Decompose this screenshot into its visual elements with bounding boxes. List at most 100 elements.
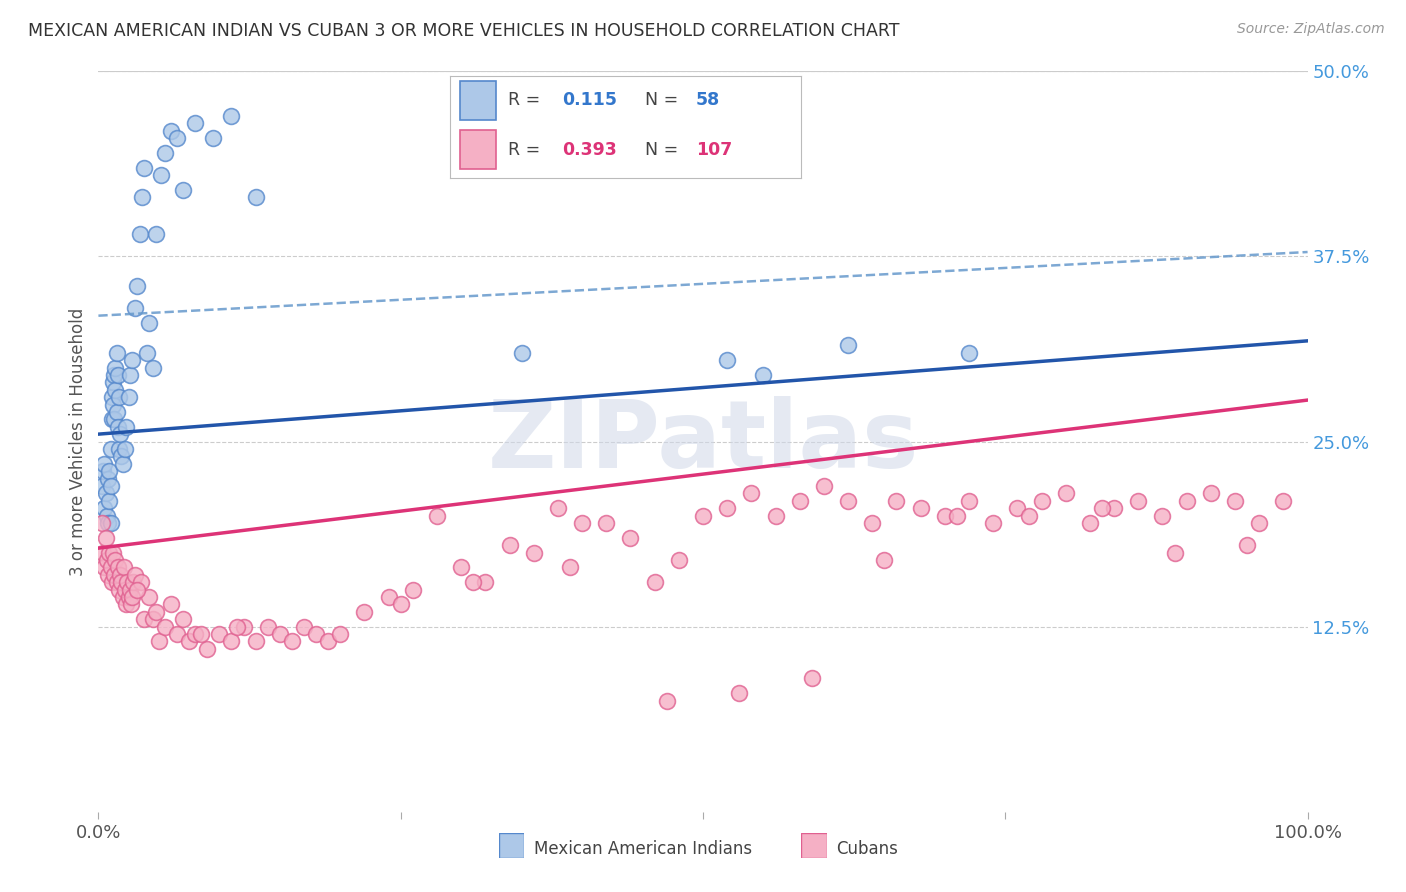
Point <box>752 368 775 382</box>
Point <box>104 383 127 397</box>
Point <box>107 560 129 574</box>
Point <box>118 368 141 382</box>
Point <box>108 390 131 404</box>
Point <box>245 190 267 204</box>
Point <box>114 582 136 597</box>
Point <box>1128 493 1150 508</box>
Point <box>619 531 641 545</box>
Point <box>96 553 118 567</box>
Point <box>138 316 160 330</box>
Point <box>103 368 125 382</box>
Point <box>172 183 194 197</box>
Point <box>644 575 666 590</box>
Point <box>135 345 157 359</box>
Point <box>1031 493 1053 508</box>
Point <box>94 531 117 545</box>
Point <box>692 508 714 523</box>
Point <box>166 131 188 145</box>
Point <box>179 634 201 648</box>
Point <box>510 345 533 359</box>
Point <box>1236 538 1258 552</box>
Point <box>558 560 581 574</box>
Text: MEXICAN AMERICAN INDIAN VS CUBAN 3 OR MORE VEHICLES IN HOUSEHOLD CORRELATION CHA: MEXICAN AMERICAN INDIAN VS CUBAN 3 OR MO… <box>28 22 900 40</box>
Point <box>571 516 593 530</box>
Point <box>138 590 160 604</box>
Text: R =: R = <box>508 141 546 159</box>
Point <box>105 345 128 359</box>
Point <box>281 634 304 648</box>
Point <box>101 546 124 560</box>
Point <box>377 590 399 604</box>
Point <box>129 575 152 590</box>
Point <box>108 582 131 597</box>
Y-axis label: 3 or more Vehicles in Household: 3 or more Vehicles in Household <box>69 308 87 575</box>
Point <box>110 450 132 464</box>
Point <box>104 553 127 567</box>
Point <box>121 590 143 604</box>
Point <box>96 508 118 523</box>
Point <box>101 376 124 390</box>
Point <box>145 605 167 619</box>
Point <box>190 627 212 641</box>
Point <box>873 553 896 567</box>
Point <box>292 619 315 633</box>
Point <box>91 516 114 530</box>
Point <box>97 567 120 582</box>
Point <box>97 471 120 485</box>
Point <box>389 598 412 612</box>
Point <box>202 131 225 145</box>
Point <box>1223 493 1246 508</box>
Text: R =: R = <box>508 92 546 110</box>
Point <box>94 486 117 500</box>
Point <box>195 641 218 656</box>
Point <box>105 575 128 590</box>
Point <box>100 442 122 456</box>
Point <box>1102 501 1125 516</box>
Point <box>957 493 980 508</box>
Point <box>118 590 141 604</box>
Point <box>1054 486 1077 500</box>
Point <box>716 353 738 368</box>
Point <box>153 619 176 633</box>
Point <box>910 501 932 516</box>
Point <box>800 672 823 686</box>
Point <box>93 501 115 516</box>
Point <box>98 493 121 508</box>
Point <box>426 508 449 523</box>
Point <box>837 493 859 508</box>
Point <box>860 516 883 530</box>
Point <box>305 627 328 641</box>
Text: Mexican American Indians: Mexican American Indians <box>534 840 752 858</box>
Point <box>105 405 128 419</box>
Point <box>142 360 165 375</box>
Point <box>981 516 1004 530</box>
Point <box>160 123 183 137</box>
Point <box>498 538 520 552</box>
Point <box>97 516 120 530</box>
Point <box>329 627 352 641</box>
Point <box>100 575 122 590</box>
Point <box>103 567 125 582</box>
Point <box>547 501 569 516</box>
Point <box>463 575 485 590</box>
Point <box>837 338 859 352</box>
Point <box>107 419 129 434</box>
Point <box>104 360 127 375</box>
Point <box>134 612 156 626</box>
Point <box>232 619 254 633</box>
Point <box>108 442 131 456</box>
Point <box>1249 516 1271 530</box>
Point <box>208 627 231 641</box>
Point <box>91 546 114 560</box>
Point <box>127 279 149 293</box>
Point <box>957 345 980 359</box>
Point <box>153 145 176 160</box>
Point <box>1152 508 1174 523</box>
Point <box>100 412 122 426</box>
Point <box>128 227 150 242</box>
Point <box>100 479 122 493</box>
Point <box>114 442 136 456</box>
Point <box>108 427 131 442</box>
Point <box>1091 501 1114 516</box>
Text: Source: ZipAtlas.com: Source: ZipAtlas.com <box>1237 22 1385 37</box>
